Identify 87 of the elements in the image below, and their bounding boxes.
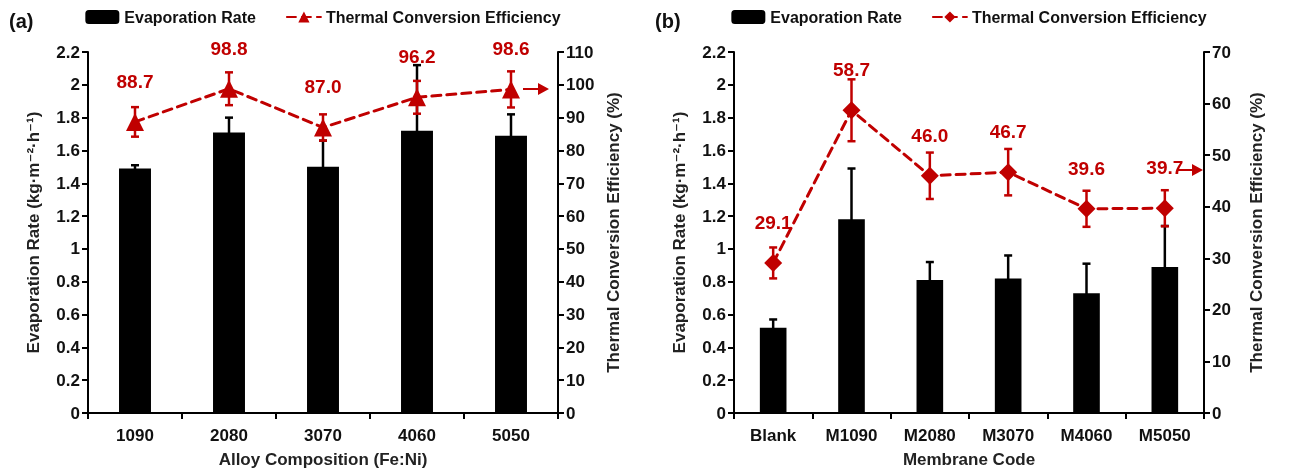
x-tick-label: M2080 [903, 426, 956, 445]
x-tick-label: M1090 [825, 426, 878, 445]
data-label: 39.7 [1146, 157, 1184, 179]
x-tick-label: M3070 [982, 426, 1035, 445]
chart-title: (a) [9, 10, 34, 32]
y-tick-label: 2.2 [56, 42, 80, 62]
legend-label: Evaporation Rate [770, 8, 903, 26]
y-tick-label: 1 [716, 239, 726, 259]
point [999, 163, 1018, 182]
y2-tick-label: 70 [566, 173, 585, 193]
y-tick-label: 0.4 [56, 337, 81, 357]
y2-tick-label: 50 [566, 239, 585, 259]
y2-tick-label: 100 [566, 75, 595, 95]
legend-label: Thermal Conversion Efficiency [325, 8, 561, 26]
y2-tick-label: 40 [566, 272, 585, 292]
x-tick-label: Blank [750, 426, 797, 445]
data-label: 39.6 [1068, 157, 1105, 179]
data-label: 98.6 [492, 38, 530, 60]
y-tick-label: 2.2 [702, 42, 726, 62]
y-tick-label: 0 [716, 403, 726, 423]
y-tick-label: 1 [70, 239, 80, 259]
y-tick-label: 1.8 [56, 108, 80, 128]
data-label: 46.7 [989, 121, 1027, 143]
legend-label: Evaporation Rate [124, 8, 257, 26]
y-tick-label: 0.4 [702, 337, 727, 357]
y2-tick-label: 60 [566, 206, 585, 226]
y-tick-label: 0.8 [56, 272, 80, 292]
y2-tick-label: 10 [1212, 351, 1231, 371]
point [1077, 199, 1096, 218]
y2-axis-title: Thermal Conversion Efficiency (%) [1247, 92, 1266, 373]
data-label: 29.1 [754, 211, 793, 233]
y2-tick-label: 0 [566, 403, 576, 423]
y2-tick-label: 0 [1212, 403, 1222, 423]
y-tick-label: 2 [70, 75, 80, 95]
y-tick-label: 1.2 [702, 206, 726, 226]
point [408, 88, 426, 107]
y2-tick-label: 90 [566, 108, 585, 128]
y2-tick-label: 30 [566, 305, 585, 325]
x-tick-label: M5050 [1138, 426, 1191, 445]
y-tick-label: 1.6 [702, 140, 726, 160]
data-label: 88.7 [116, 70, 154, 92]
point [920, 166, 939, 185]
point [764, 253, 783, 272]
y-tick-label: 0.2 [702, 370, 726, 390]
y-tick-label: 1.4 [702, 173, 727, 193]
y2-tick-label: 70 [1212, 42, 1231, 62]
y-axis-title: Evaporation Rate (kg·m⁻²·h⁻¹) [24, 111, 43, 354]
x-axis-title: Alloy Composition (Fe:Ni) [218, 450, 428, 469]
point [314, 118, 332, 137]
y-tick-label: 0.6 [56, 305, 80, 325]
y2-tick-label: 20 [566, 337, 585, 357]
y2-tick-label: 80 [566, 140, 585, 160]
y-tick-label: 0.8 [702, 272, 726, 292]
chart-title: (b) [655, 10, 681, 32]
x-tick-label: 1090 [116, 426, 154, 445]
y-tick-label: 0.6 [702, 305, 726, 325]
point [1155, 199, 1174, 218]
x-tick-label: 2080 [210, 426, 248, 445]
y-tick-label: 0.2 [56, 370, 80, 390]
y2-tick-label: 60 [1212, 94, 1231, 114]
data-label: 98.8 [210, 37, 248, 59]
y-axis-title: Evaporation Rate (kg·m⁻²·h⁻¹) [670, 111, 689, 354]
x-tick-label: 4060 [398, 426, 436, 445]
legend-label: Thermal Conversion Efficiency [971, 8, 1207, 26]
x-tick-label: M4060 [1060, 426, 1113, 445]
y-tick-label: 1.2 [56, 206, 80, 226]
data-label: 96.2 [398, 46, 436, 68]
y-tick-label: 1.8 [702, 108, 726, 128]
y2-tick-label: 30 [1212, 248, 1231, 268]
point [502, 80, 520, 99]
y2-tick-label: 40 [1212, 197, 1231, 217]
y2-tick-label: 10 [566, 370, 585, 390]
x-tick-label: 3070 [304, 426, 342, 445]
x-tick-label: 5050 [492, 426, 530, 445]
data-label: 46.0 [911, 124, 949, 146]
y2-axis-title: Thermal Conversion Efficiency (%) [604, 92, 624, 373]
data-label: 87.0 [304, 76, 342, 98]
y-tick-label: 2 [716, 75, 726, 95]
y2-tick-label: 50 [1212, 145, 1231, 165]
x-axis-title: Membrane Code [902, 450, 1036, 469]
y-tick-label: 0 [70, 403, 80, 423]
y2-tick-label: 20 [1212, 300, 1231, 320]
data-label: 58.7 [833, 59, 870, 81]
point [842, 101, 861, 120]
y-tick-label: 1.6 [56, 140, 80, 160]
y2-tick-label: 110 [566, 42, 594, 62]
y-tick-label: 1.4 [56, 173, 81, 193]
